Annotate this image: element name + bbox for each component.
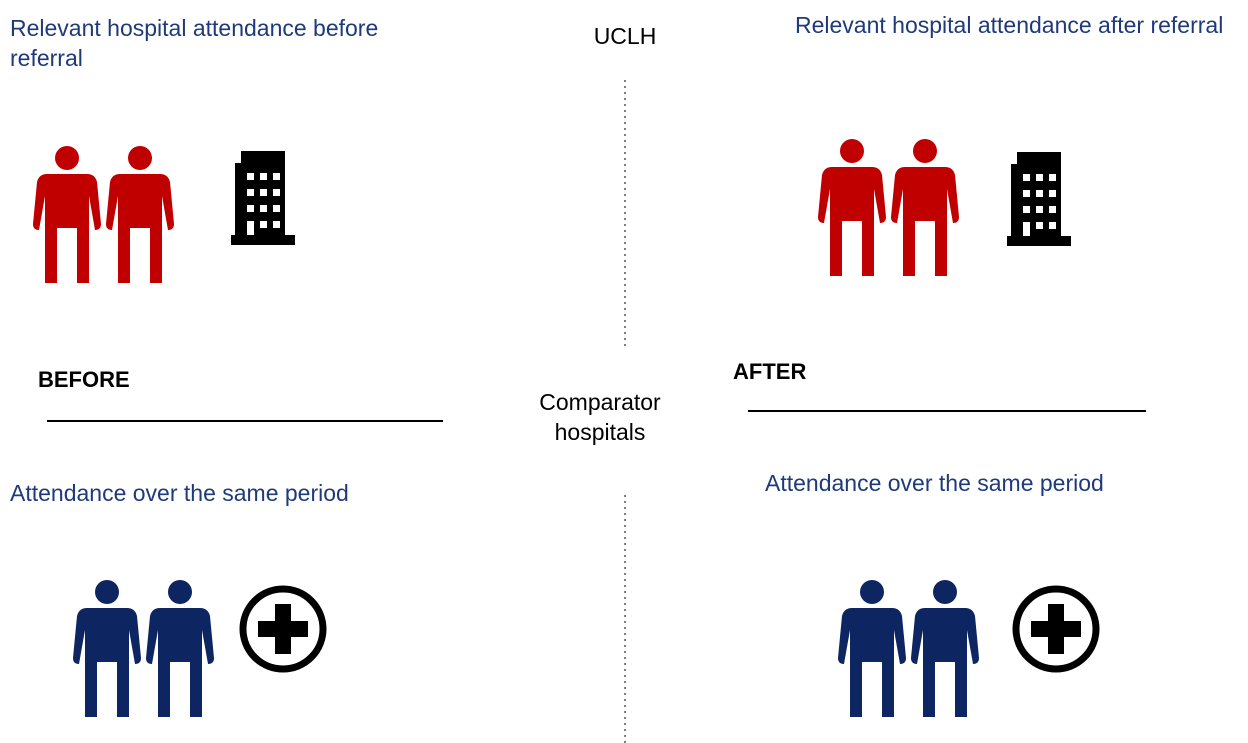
building-icon [1007, 152, 1071, 246]
uclh-patients-before [33, 146, 174, 283]
comparator-patients-before [73, 580, 214, 717]
hospital-icon [243, 589, 323, 669]
period-label: BEFORE [38, 367, 130, 392]
bottom-title: Attendance over the same period [765, 470, 1104, 496]
top-title: Relevant hospital attendance before refe… [10, 15, 379, 71]
period-label: AFTER [733, 359, 807, 384]
top-title: Relevant hospital attendance after refer… [795, 12, 1224, 38]
hospital-icon [1016, 589, 1096, 669]
uclh-patients-after [818, 139, 959, 276]
bottom-title: Attendance over the same period [10, 480, 349, 506]
comparator-patients-after [838, 580, 979, 717]
center-label: Comparator hospitals [539, 389, 661, 445]
center-label: UCLH [593, 23, 657, 49]
building-icon [231, 151, 295, 245]
